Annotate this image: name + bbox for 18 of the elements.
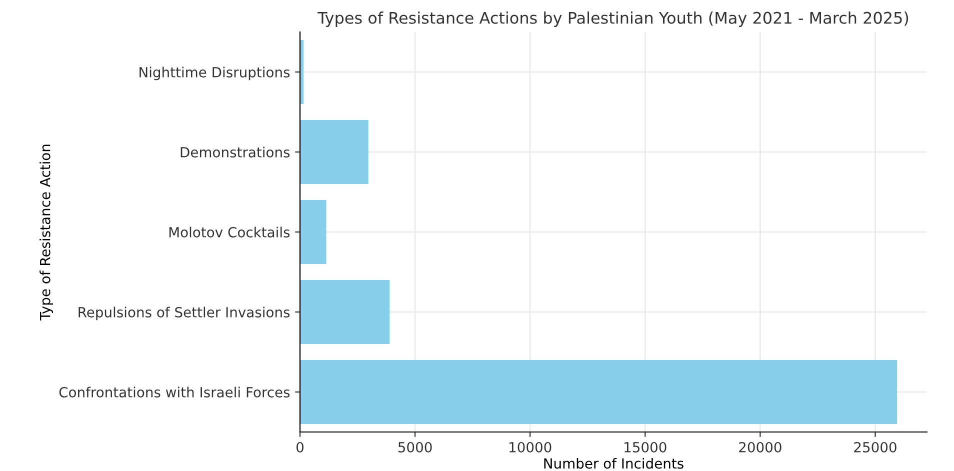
y-tick-label: Confrontations with Israeli Forces <box>59 386 290 398</box>
x-tick-label: 15000 <box>624 442 666 452</box>
x-tick-label: 0 <box>296 442 304 452</box>
bar <box>300 280 390 344</box>
x-axis-title: Number of Incidents <box>544 458 684 469</box>
bar <box>300 200 326 264</box>
bar <box>300 120 368 184</box>
x-tick-label: 20000 <box>739 442 782 452</box>
x-tick-label: 5000 <box>398 442 432 452</box>
y-tick-label: Nighttime Disruptions <box>140 66 290 80</box>
y-tick-label: Molotov Cocktails <box>169 226 290 238</box>
chart-title: Types of Resistance Actions by Palestinian Youth (May 2021 - March 2025) <box>318 12 908 27</box>
x-tick-label: 25000 <box>854 442 896 452</box>
y-tick-label: Demonstrations <box>180 146 290 158</box>
y-tick-label: Repulsions of Settler Invasions <box>78 306 290 320</box>
y-axis-title: Type of Resistance Action <box>40 144 54 320</box>
x-tick-label: 10000 <box>510 442 552 452</box>
bar <box>300 360 898 424</box>
